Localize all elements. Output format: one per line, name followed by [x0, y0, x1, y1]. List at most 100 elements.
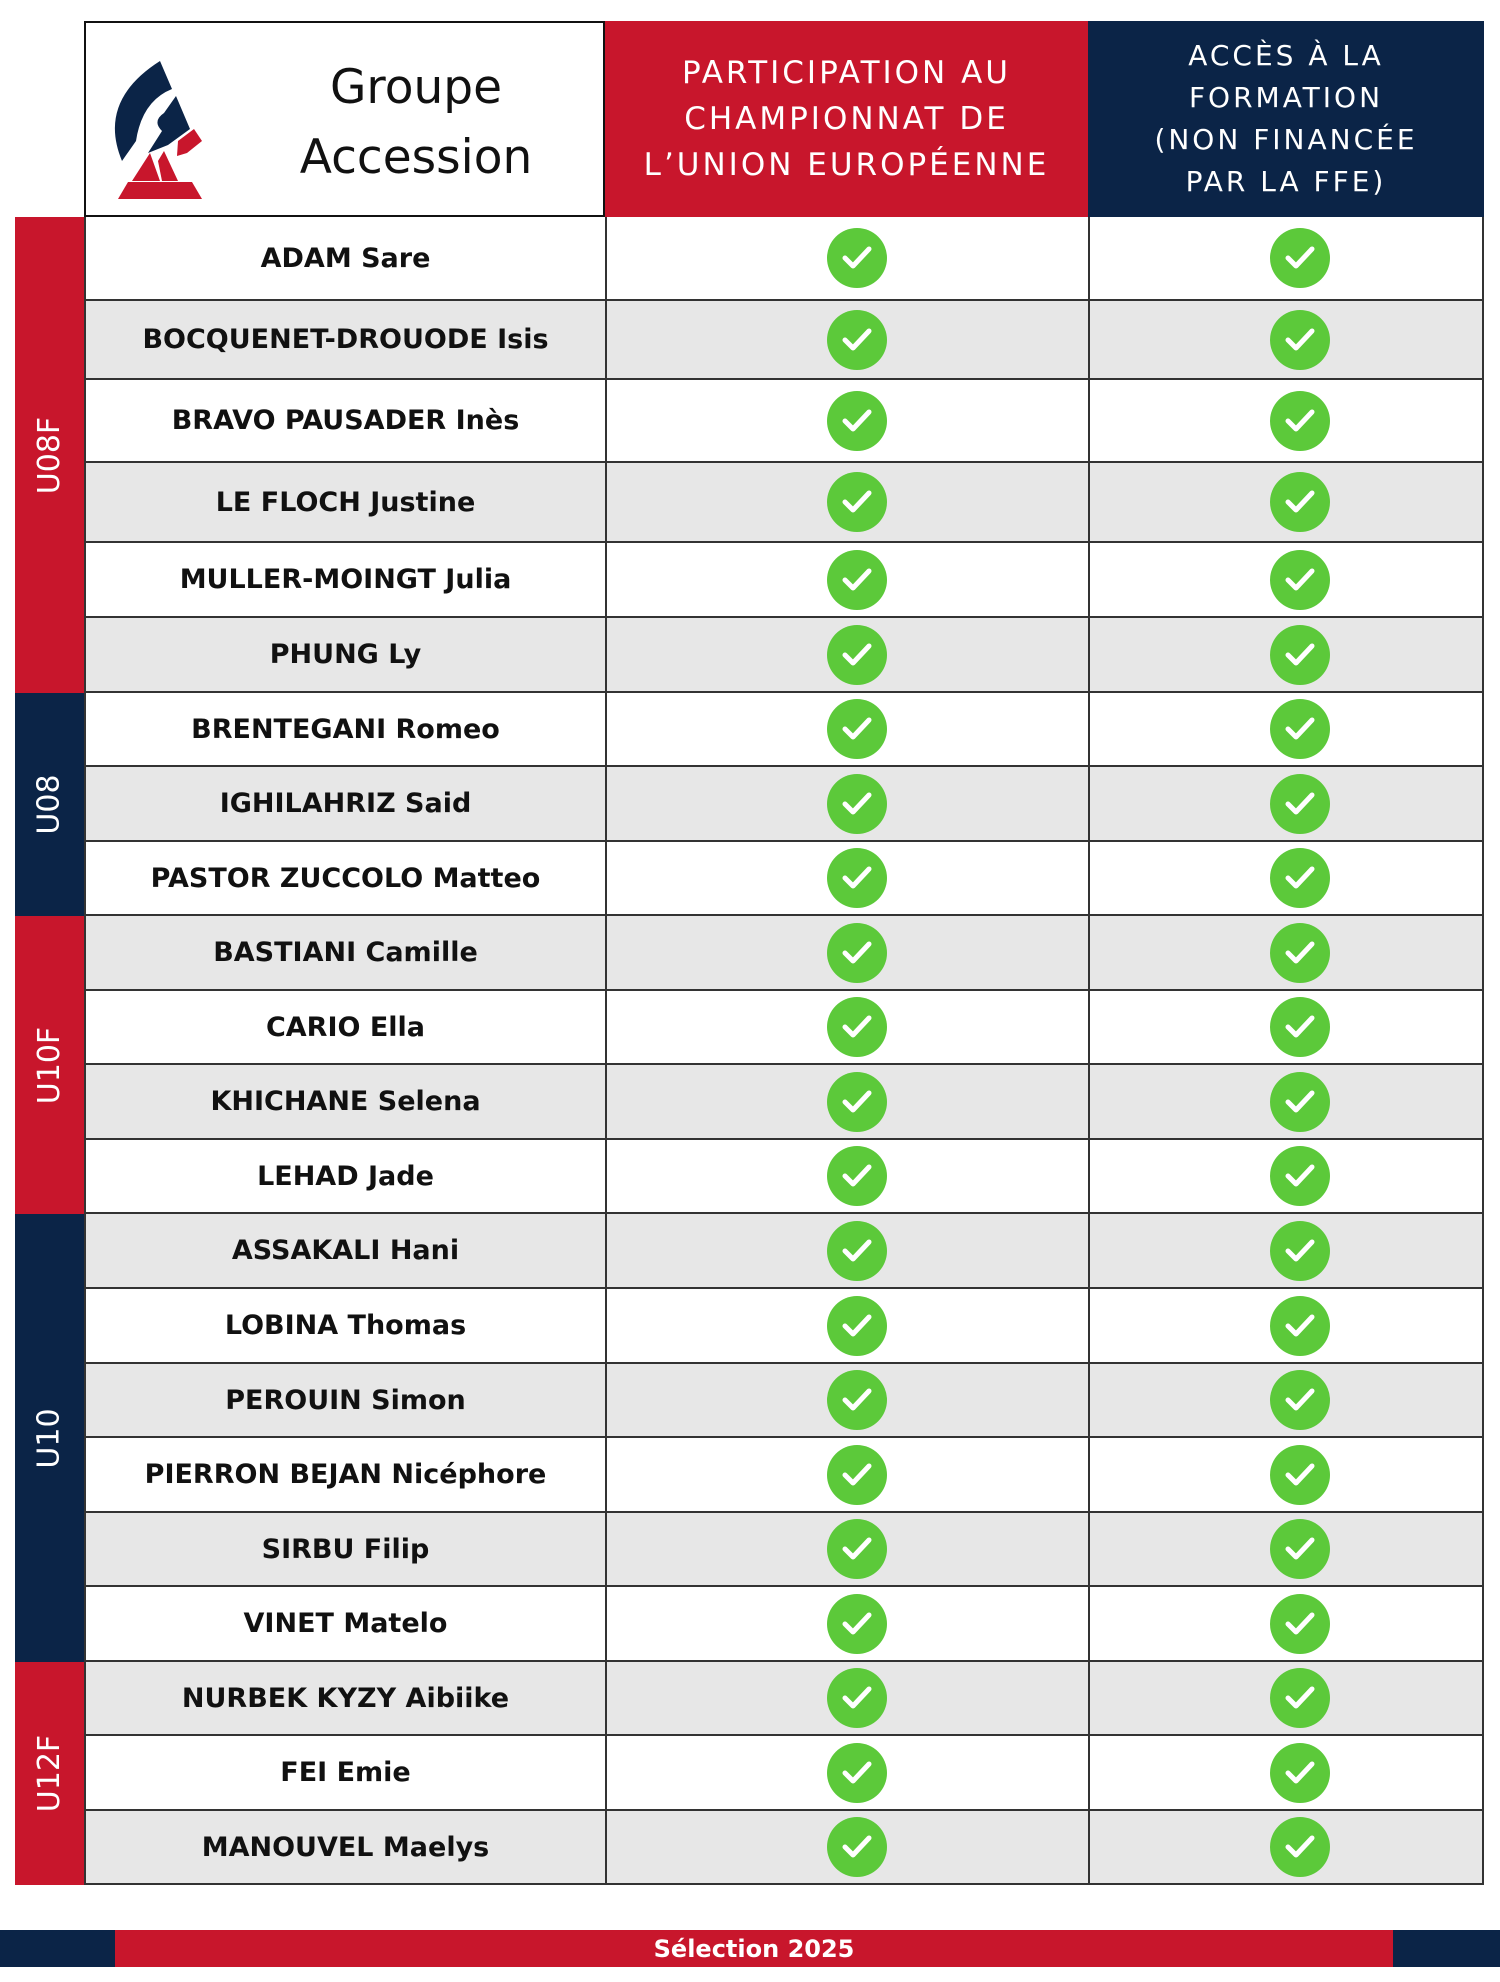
championship-cell [607, 842, 1090, 914]
age-group-text: U12F [32, 1734, 68, 1813]
table-row: BASTIANI Camille [84, 916, 1484, 991]
player-name: LEHAD Jade [86, 1140, 607, 1212]
championship-cell [607, 380, 1090, 461]
check-circle-icon [1270, 1146, 1330, 1206]
player-name: VINET Matelo [86, 1587, 607, 1660]
championship-cell [607, 1513, 1090, 1585]
championship-cell [607, 1214, 1090, 1287]
check-circle-icon [827, 997, 887, 1057]
brand-title: Groupe Accession [236, 53, 596, 193]
championship-cell [607, 1662, 1090, 1734]
championship-cell [607, 767, 1090, 840]
championship-cell [607, 543, 1090, 616]
header-line: L’UNION EUROPÉENNE [643, 147, 1050, 183]
championship-cell [607, 1736, 1090, 1809]
footer-label: Sélection 2025 [115, 1930, 1393, 1967]
check-circle-icon [827, 472, 887, 532]
check-circle-icon [827, 549, 887, 610]
table-row: LOBINA Thomas [84, 1289, 1484, 1364]
player-name: ADAM Sare [86, 217, 607, 299]
player-name: PIERRON BEJAN Nicéphore [86, 1438, 607, 1511]
championship-cell [607, 1438, 1090, 1511]
check-circle-icon [1270, 997, 1330, 1057]
check-circle-icon [1270, 699, 1330, 759]
check-circle-icon [1270, 922, 1330, 983]
age-group-label: U08F [15, 217, 84, 693]
table-row: NURBEK KYZY Aibiike [84, 1662, 1484, 1736]
age-group-text: U08F [32, 416, 68, 494]
check-circle-icon [1270, 472, 1330, 532]
player-name: BRENTEGANI Romeo [86, 693, 607, 765]
age-group-label: U10 [15, 1214, 84, 1662]
check-circle-icon [827, 1146, 887, 1206]
check-circle-icon [827, 848, 887, 908]
brand-line: Groupe [329, 60, 502, 115]
check-circle-icon [827, 773, 887, 834]
ffe-logo [114, 61, 202, 199]
check-circle-icon [827, 1742, 887, 1803]
table-row: IGHILAHRIZ Said [84, 767, 1484, 842]
header-line: FORMATION [1188, 81, 1384, 114]
check-circle-icon [1270, 549, 1330, 610]
check-circle-icon [1270, 624, 1330, 685]
header-line: (NON FINANCÉE [1154, 123, 1418, 156]
player-name: BOCQUENET-DROUODE Isis [86, 301, 607, 378]
table-row: MULLER-MOINGT Julia [84, 543, 1484, 618]
age-group-text: U08 [31, 774, 67, 835]
age-group-label: U10F [15, 916, 84, 1214]
check-circle-icon [827, 922, 887, 983]
age-group-label: U12F [15, 1662, 84, 1885]
table-row: ASSAKALI Hani [84, 1214, 1484, 1289]
table-row: PASTOR ZUCCOLO Matteo [84, 842, 1484, 916]
table-row: MANOUVEL Maelys [84, 1811, 1484, 1885]
age-group-label: U08 [15, 693, 84, 916]
table-row: VINET Matelo [84, 1587, 1484, 1662]
championship-cell [607, 217, 1090, 299]
age-group-text: U10 [31, 1407, 67, 1469]
player-name: PASTOR ZUCCOLO Matteo [86, 842, 607, 914]
player-name: ASSAKALI Hani [86, 1214, 607, 1287]
header-line: ACCÈS À LA [1188, 39, 1384, 72]
table-row: ADAM Sare [84, 217, 1484, 301]
player-name: MANOUVEL Maelys [86, 1811, 607, 1883]
player-name: PHUNG Ly [86, 618, 607, 691]
championship-cell [607, 1065, 1090, 1138]
player-name: SIRBU Filip [86, 1513, 607, 1585]
player-name: MULLER-MOINGT Julia [86, 543, 607, 616]
championship-cell [607, 1140, 1090, 1212]
check-circle-icon [827, 1593, 887, 1654]
header-line: PARTICIPATION AU [682, 55, 1011, 91]
player-name: KHICHANE Selena [86, 1065, 607, 1138]
championship-cell [607, 693, 1090, 765]
check-circle-icon [827, 390, 887, 451]
table-row: FEI Emie [84, 1736, 1484, 1811]
player-name: BRAVO PAUSADER Inès [86, 380, 607, 461]
column-header-training: ACCÈS À LA FORMATION (NON FINANCÉE PAR L… [1088, 21, 1484, 217]
check-circle-icon [827, 309, 887, 370]
check-circle-icon [827, 624, 887, 685]
check-circle-icon [1270, 1817, 1330, 1877]
check-circle-icon [1270, 773, 1330, 834]
championship-cell [607, 916, 1090, 989]
championship-cell [607, 463, 1090, 541]
check-circle-icon [1270, 390, 1330, 451]
check-circle-icon [1270, 1444, 1330, 1505]
player-name: CARIO Ella [86, 991, 607, 1063]
table-row: KHICHANE Selena [84, 1065, 1484, 1140]
check-circle-icon [1270, 1370, 1330, 1430]
championship-cell [607, 1364, 1090, 1436]
check-circle-icon [827, 228, 887, 288]
table-row: LE FLOCH Justine [84, 463, 1484, 543]
age-group-text: U10F [32, 1026, 68, 1104]
table-row: PHUNG Ly [84, 618, 1484, 693]
check-circle-icon [827, 1668, 887, 1728]
check-circle-icon [1270, 848, 1330, 908]
table-row: LEHAD Jade [84, 1140, 1484, 1214]
championship-cell [607, 1289, 1090, 1362]
check-circle-icon [1270, 1668, 1330, 1728]
header-line: PAR LA FFE) [1185, 165, 1387, 198]
player-name: PEROUIN Simon [86, 1364, 607, 1436]
player-name: BASTIANI Camille [86, 916, 607, 989]
check-circle-icon [1270, 228, 1330, 288]
table-row: PEROUIN Simon [84, 1364, 1484, 1438]
